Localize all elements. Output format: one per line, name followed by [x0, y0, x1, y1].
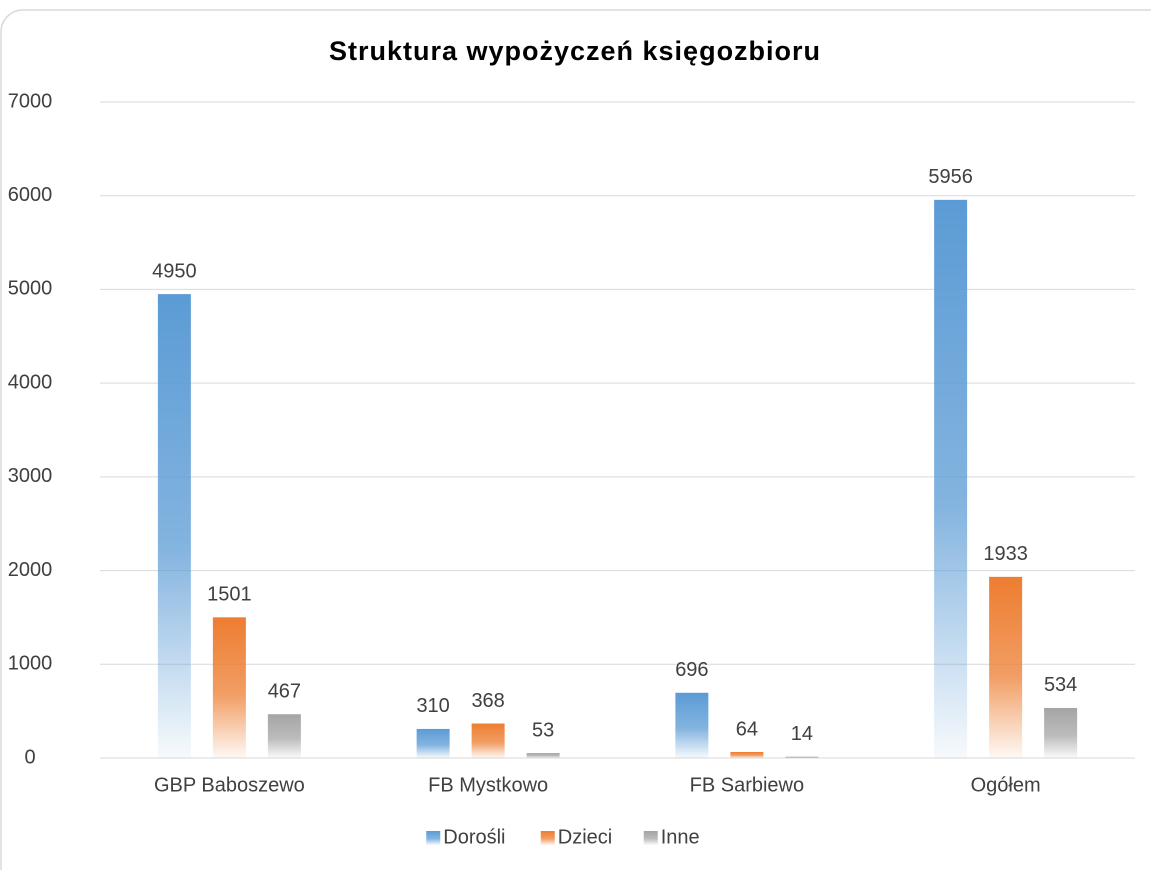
- y-tick-label: 6000: [8, 184, 53, 206]
- bar: [934, 199, 968, 758]
- bar: [416, 728, 450, 758]
- data-label: 1933: [983, 543, 1028, 565]
- legend-label: Inne: [661, 826, 700, 848]
- y-tick-label: 1000: [8, 653, 53, 675]
- bar: [526, 753, 560, 758]
- legend-swatch: [540, 831, 555, 845]
- bar: [989, 576, 1023, 758]
- bar: [730, 752, 764, 758]
- y-tick-label: 4000: [8, 371, 53, 393]
- x-tick-label: GBP Baboszewo: [154, 774, 305, 796]
- data-label: 310: [416, 695, 449, 717]
- y-tick-label: 3000: [8, 465, 53, 487]
- x-tick-label: FB Mystkowo: [428, 774, 548, 796]
- data-label: 467: [268, 681, 301, 703]
- data-label: 64: [736, 718, 758, 740]
- legend-swatch: [643, 831, 658, 845]
- legend-label: Dzieci: [558, 826, 612, 848]
- y-tick-label: 2000: [8, 559, 53, 581]
- bar: [212, 617, 246, 758]
- data-label: 5956: [928, 166, 973, 188]
- data-label: 534: [1044, 674, 1077, 696]
- y-tick-label: 0: [24, 746, 35, 768]
- bar: [267, 714, 301, 758]
- data-label: 14: [791, 723, 813, 745]
- y-tick-label: 7000: [8, 90, 53, 112]
- bar: [157, 294, 191, 758]
- chart-title: Struktura wypożyczeń księgozbioru: [329, 36, 821, 66]
- data-label: 368: [471, 690, 504, 712]
- chart-border: [0, 9, 1151, 870]
- x-tick-label: Ogółem: [971, 774, 1041, 796]
- legend-swatch: [426, 831, 441, 845]
- bar: [1044, 707, 1078, 758]
- data-label: 4950: [152, 260, 197, 282]
- bar: [785, 756, 819, 758]
- data-label: 1501: [207, 584, 252, 606]
- data-label: 696: [675, 659, 708, 681]
- data-label: 53: [532, 719, 554, 741]
- bar: [471, 723, 505, 758]
- legend-label: Dorośli: [443, 826, 505, 848]
- x-tick-label: FB Sarbiewo: [690, 774, 805, 796]
- bar: [675, 692, 709, 758]
- y-tick-label: 5000: [8, 278, 53, 300]
